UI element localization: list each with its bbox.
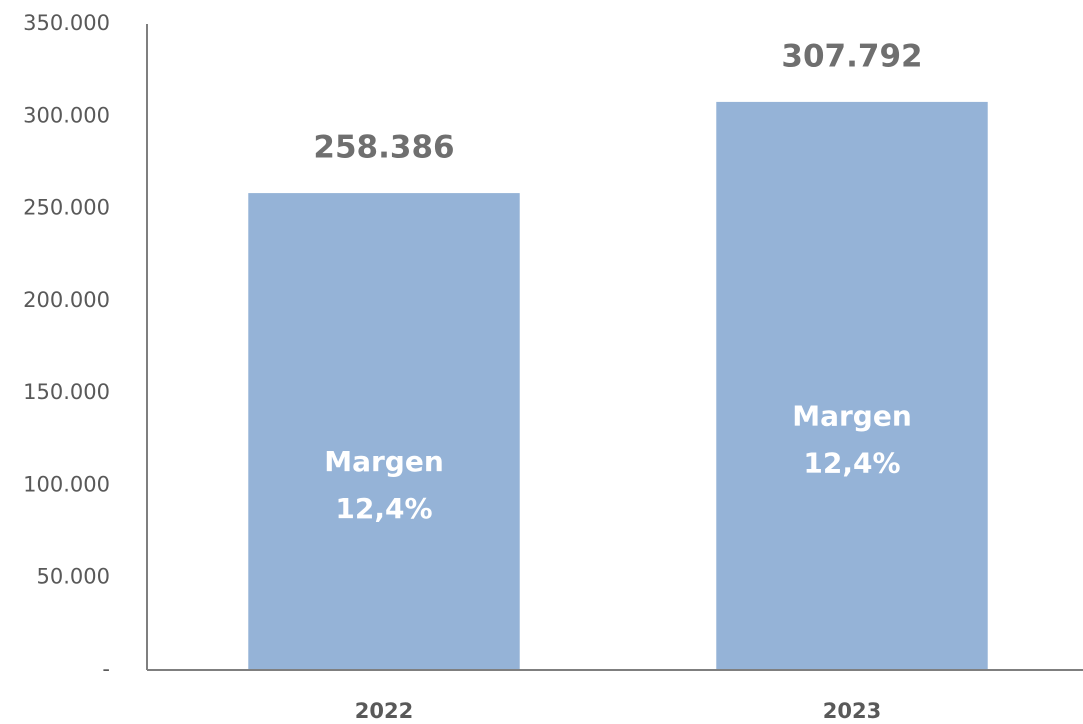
y-tick-label: 300.000 <box>23 103 110 127</box>
y-tick-label: 350.000 <box>23 11 110 35</box>
value-label: 307.792 <box>781 38 922 74</box>
y-tick-label: 250.000 <box>23 196 110 220</box>
bar-annotation: Margen <box>792 399 912 432</box>
y-tick-label: - <box>102 657 110 681</box>
x-tick-label: 2023 <box>823 699 881 723</box>
x-tick-label: 2022 <box>355 699 413 723</box>
bar-annotation: 12,4% <box>335 492 432 525</box>
bar-annotation: Margen <box>324 445 444 478</box>
y-tick-label: 50.000 <box>37 565 110 589</box>
y-tick-label: 150.000 <box>23 380 110 404</box>
bar-annotation: 12,4% <box>803 446 900 479</box>
y-tick-label: 200.000 <box>23 288 110 312</box>
bar <box>716 101 988 670</box>
y-tick-label: 100.000 <box>23 472 110 496</box>
bar <box>248 193 520 670</box>
value-label: 258.386 <box>313 130 454 166</box>
